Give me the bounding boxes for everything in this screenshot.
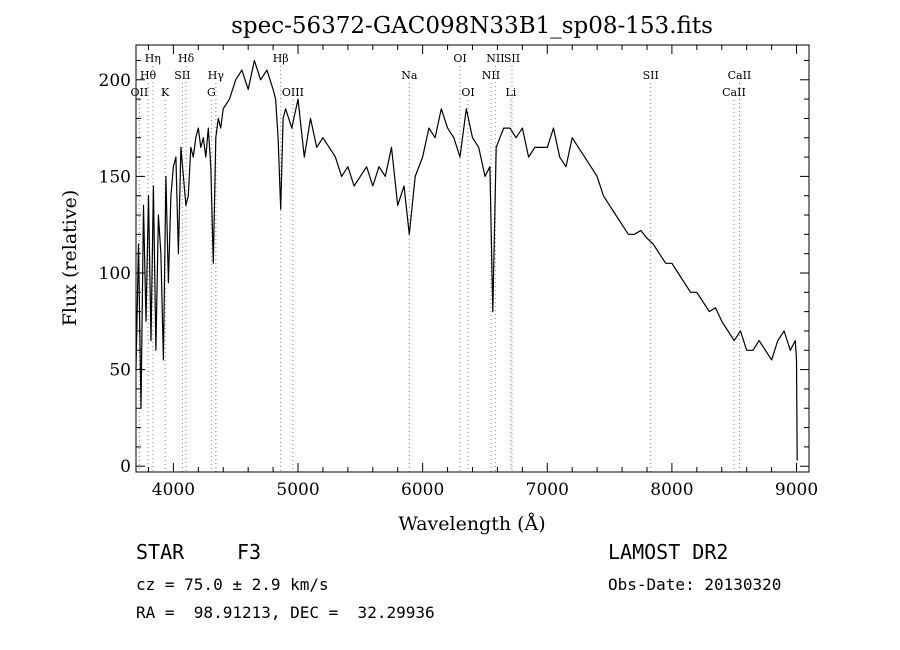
object-subclass: F3 xyxy=(237,540,262,564)
line-marker-label: OIII xyxy=(282,86,304,99)
line-marker-label: NII xyxy=(482,69,500,82)
line-marker-label: Hβ xyxy=(273,52,289,65)
y-tick-label: 150 xyxy=(99,167,131,187)
y-tick-label: 0 xyxy=(120,457,131,477)
line-marker-label: Hδ xyxy=(178,52,195,65)
y-tick-label: 200 xyxy=(99,71,131,91)
line-marker-label: CaII xyxy=(722,86,746,99)
line-marker-label: SII xyxy=(504,52,520,65)
line-marker-label: Hθ xyxy=(140,69,157,82)
axis-ticks: 4000 5000 6000 7000 8000 9000 0 50 100 150 200 xyxy=(99,45,818,500)
object-class: STAR xyxy=(136,540,185,564)
plot-frame xyxy=(135,44,810,473)
line-marker-label: NII xyxy=(486,52,504,65)
line-marker-label: Li xyxy=(505,86,516,99)
x-tick-label: 6000 xyxy=(401,480,444,500)
x-tick-label: 8000 xyxy=(650,480,693,500)
line-marker-label: Hγ xyxy=(208,69,225,82)
obs-date-text: Obs-Date: 20130320 xyxy=(608,575,782,594)
line-marker-label: SII xyxy=(174,69,190,82)
x-tick-label: 9000 xyxy=(775,480,818,500)
x-tick-label: 4000 xyxy=(152,480,195,500)
line-marker-label: Hη xyxy=(145,52,161,65)
line-marker-label: OII xyxy=(131,86,149,99)
x-tick-label: 7000 xyxy=(526,480,569,500)
line-marker-label: SII xyxy=(643,69,659,82)
line-marker-label: OI xyxy=(453,52,466,65)
spectrum-series xyxy=(135,59,798,461)
line-marker-label: CaII xyxy=(728,69,752,82)
chart-title: spec-56372-GAC098N33B1_sp08-153.fits xyxy=(231,13,713,39)
line-marker-label: Na xyxy=(401,69,418,82)
line-marker-label: G xyxy=(207,86,216,99)
x-axis-label: Wavelength (Å) xyxy=(398,513,545,535)
y-tick-label: 50 xyxy=(109,361,131,381)
x-tick-label: 5000 xyxy=(276,480,319,500)
redshift-text: cz = 75.0 ± 2.9 km/s xyxy=(136,575,329,594)
y-axis-label: Flux (relative) xyxy=(59,190,81,327)
line-marker-label: OI xyxy=(461,86,474,99)
y-tick-label: 100 xyxy=(99,264,131,284)
spectrum-line xyxy=(135,59,798,461)
survey-label: LAMOST DR2 xyxy=(608,540,729,564)
line-marker-label: K xyxy=(161,86,170,99)
coordinates-text: RA = 98.91213, DEC = 32.29936 xyxy=(136,603,435,622)
